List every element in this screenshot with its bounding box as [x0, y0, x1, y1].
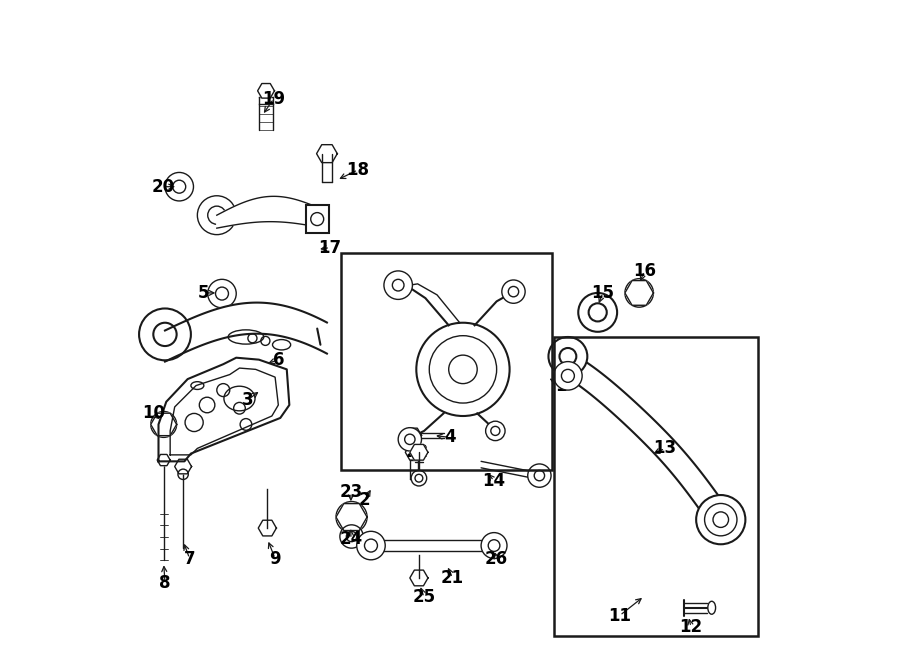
Polygon shape	[158, 358, 290, 461]
Text: 17: 17	[319, 239, 342, 256]
Text: 8: 8	[159, 574, 171, 592]
Text: 6: 6	[274, 350, 284, 369]
Text: 12: 12	[680, 618, 703, 636]
Circle shape	[697, 495, 745, 544]
Text: 10: 10	[142, 405, 165, 422]
Circle shape	[208, 280, 236, 308]
Polygon shape	[625, 280, 653, 305]
Text: 22: 22	[406, 444, 429, 461]
Circle shape	[486, 421, 505, 441]
Polygon shape	[150, 413, 176, 436]
Polygon shape	[562, 354, 730, 526]
Polygon shape	[257, 83, 274, 98]
Polygon shape	[175, 459, 192, 474]
Circle shape	[554, 362, 582, 390]
Bar	[341, 253, 553, 470]
Polygon shape	[410, 570, 428, 586]
Text: 4: 4	[445, 428, 455, 446]
Circle shape	[417, 323, 509, 416]
Polygon shape	[217, 196, 324, 228]
Circle shape	[384, 271, 412, 299]
Polygon shape	[405, 428, 421, 443]
Polygon shape	[317, 145, 338, 163]
Text: 14: 14	[482, 472, 506, 490]
Circle shape	[502, 280, 525, 303]
Ellipse shape	[707, 602, 716, 614]
Text: 13: 13	[653, 440, 677, 457]
Circle shape	[165, 173, 194, 201]
Polygon shape	[258, 520, 276, 536]
Text: 11: 11	[608, 607, 631, 625]
Circle shape	[548, 337, 588, 376]
Text: 19: 19	[262, 90, 285, 108]
Circle shape	[398, 428, 421, 451]
Text: 16: 16	[633, 262, 656, 280]
Circle shape	[625, 279, 653, 307]
Text: 25: 25	[412, 588, 436, 606]
Circle shape	[411, 471, 427, 486]
FancyBboxPatch shape	[305, 205, 328, 233]
Text: 7: 7	[184, 549, 195, 568]
Text: 3: 3	[242, 391, 254, 408]
Text: 9: 9	[269, 549, 281, 568]
Polygon shape	[336, 504, 367, 531]
Circle shape	[527, 464, 551, 487]
Text: 5: 5	[198, 284, 210, 302]
Circle shape	[340, 525, 364, 548]
Circle shape	[197, 196, 236, 235]
Text: 18: 18	[346, 161, 370, 179]
Polygon shape	[165, 303, 327, 362]
Text: 21: 21	[441, 569, 464, 587]
Circle shape	[150, 411, 176, 438]
Circle shape	[482, 533, 507, 559]
Polygon shape	[410, 444, 428, 460]
Polygon shape	[158, 455, 170, 465]
Text: 24: 24	[339, 530, 363, 548]
Circle shape	[356, 531, 385, 560]
Text: 1: 1	[555, 377, 567, 395]
Bar	[554, 337, 758, 637]
Circle shape	[336, 502, 367, 533]
Text: 2: 2	[359, 491, 370, 509]
Text: 23: 23	[339, 483, 363, 502]
Circle shape	[140, 309, 191, 360]
Text: 15: 15	[591, 284, 615, 302]
Polygon shape	[405, 444, 423, 460]
Circle shape	[579, 293, 617, 332]
Text: 20: 20	[152, 178, 176, 196]
Text: 26: 26	[485, 549, 508, 568]
